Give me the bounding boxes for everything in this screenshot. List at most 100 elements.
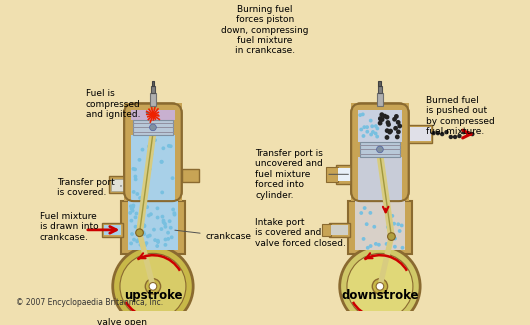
Circle shape	[135, 192, 139, 196]
Circle shape	[149, 124, 156, 131]
Bar	[102, 223, 123, 237]
Circle shape	[156, 240, 160, 244]
Circle shape	[373, 225, 376, 229]
Circle shape	[141, 223, 145, 227]
Circle shape	[359, 211, 363, 215]
Circle shape	[136, 238, 140, 242]
Circle shape	[374, 124, 378, 128]
Circle shape	[134, 177, 138, 181]
Bar	[336, 165, 353, 184]
Circle shape	[149, 152, 153, 156]
Circle shape	[140, 148, 144, 151]
Circle shape	[142, 230, 145, 234]
Circle shape	[162, 220, 165, 224]
Circle shape	[388, 129, 393, 134]
Circle shape	[396, 120, 401, 125]
Circle shape	[162, 146, 165, 150]
Circle shape	[340, 246, 420, 325]
Circle shape	[166, 231, 170, 235]
Circle shape	[147, 145, 151, 148]
Circle shape	[120, 254, 186, 319]
Bar	[358, 157, 402, 201]
Text: valve open: valve open	[98, 318, 147, 325]
Circle shape	[376, 282, 384, 290]
Circle shape	[137, 224, 141, 228]
Circle shape	[386, 122, 391, 127]
Circle shape	[147, 214, 151, 217]
Circle shape	[144, 188, 147, 191]
Circle shape	[361, 237, 366, 241]
Bar	[378, 86, 382, 93]
Circle shape	[173, 213, 176, 216]
Circle shape	[448, 135, 453, 139]
Circle shape	[375, 126, 379, 130]
Text: Fuel is
compressed
and ignited.: Fuel is compressed and ignited.	[86, 89, 148, 119]
Bar	[131, 135, 175, 201]
Text: Transfer port
is covered.: Transfer port is covered.	[57, 178, 121, 197]
Circle shape	[130, 207, 134, 211]
Bar	[133, 120, 173, 135]
Circle shape	[145, 279, 161, 294]
Bar	[128, 201, 178, 250]
Circle shape	[466, 131, 470, 135]
Bar	[402, 103, 409, 201]
Circle shape	[361, 112, 365, 116]
Circle shape	[135, 240, 139, 243]
Circle shape	[369, 133, 373, 136]
Circle shape	[370, 124, 374, 128]
Circle shape	[132, 190, 136, 194]
Circle shape	[462, 130, 466, 134]
Circle shape	[400, 224, 404, 228]
Bar	[109, 176, 126, 193]
Circle shape	[358, 113, 362, 117]
Circle shape	[378, 116, 383, 121]
Circle shape	[163, 225, 167, 229]
Circle shape	[392, 222, 396, 226]
Circle shape	[145, 177, 148, 181]
Circle shape	[444, 130, 449, 134]
Circle shape	[374, 132, 377, 136]
Circle shape	[172, 211, 176, 215]
Circle shape	[152, 228, 156, 231]
Circle shape	[385, 128, 390, 133]
Bar	[351, 103, 358, 201]
Text: crankcase: crankcase	[175, 230, 252, 241]
Circle shape	[431, 131, 436, 135]
Circle shape	[398, 229, 402, 233]
Circle shape	[145, 205, 149, 209]
Circle shape	[385, 242, 388, 246]
Text: downstroke: downstroke	[341, 290, 419, 303]
Circle shape	[140, 217, 144, 221]
Bar	[322, 224, 331, 236]
Circle shape	[372, 279, 387, 294]
Circle shape	[138, 196, 142, 200]
Circle shape	[371, 130, 375, 134]
Circle shape	[457, 134, 462, 138]
Text: Intake port
is covered and
valve forced closed.: Intake port is covered and valve forced …	[255, 218, 346, 248]
Circle shape	[156, 215, 160, 219]
Circle shape	[130, 232, 134, 236]
Circle shape	[135, 212, 138, 215]
Circle shape	[160, 227, 163, 231]
Circle shape	[138, 158, 142, 162]
Circle shape	[379, 112, 384, 117]
Circle shape	[395, 135, 400, 139]
Circle shape	[387, 130, 392, 135]
Text: Burned fuel
is pushed out
by compressed
fuel mixture.: Burned fuel is pushed out by compressed …	[426, 96, 494, 136]
Circle shape	[396, 222, 400, 226]
Circle shape	[382, 114, 387, 119]
Circle shape	[134, 175, 137, 178]
Bar	[131, 110, 175, 120]
Circle shape	[363, 125, 366, 129]
Circle shape	[160, 160, 164, 164]
Circle shape	[143, 243, 147, 247]
Circle shape	[379, 117, 384, 122]
Circle shape	[167, 144, 171, 148]
Circle shape	[129, 204, 133, 208]
Text: Transfer port is
uncovered and
fuel mixture
forced into
cylinder.: Transfer port is uncovered and fuel mixt…	[255, 149, 348, 200]
Circle shape	[146, 234, 150, 238]
Circle shape	[153, 238, 157, 242]
Circle shape	[396, 129, 401, 134]
Circle shape	[171, 208, 175, 211]
Circle shape	[377, 146, 383, 153]
